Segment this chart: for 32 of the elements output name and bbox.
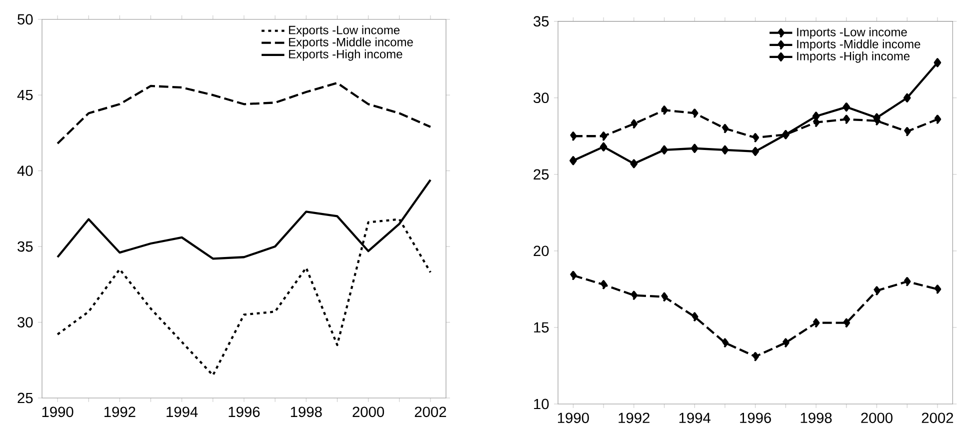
y-tick-label: 45 bbox=[17, 90, 33, 100]
legend-label: Imports -Low income bbox=[797, 28, 907, 39]
y-tick-label: 30 bbox=[534, 92, 549, 104]
x-tick-label: 1990 bbox=[42, 406, 74, 418]
y-tick-label: 10 bbox=[534, 398, 549, 410]
legend-label: Imports -High income bbox=[797, 52, 910, 63]
y-tick-label: 15 bbox=[534, 322, 549, 333]
x-tick-label: 1996 bbox=[740, 412, 771, 424]
y-tick-label: 40 bbox=[17, 166, 33, 176]
legend-label: Exports -Middle income bbox=[289, 38, 413, 49]
x-tick-label: 1992 bbox=[618, 412, 650, 424]
x-tick-label: 2000 bbox=[861, 412, 892, 424]
x-tick-label: 1994 bbox=[679, 412, 710, 424]
x-tick-label: 2000 bbox=[352, 406, 384, 418]
y-tick-label: 25 bbox=[534, 169, 549, 180]
x-tick-label: 1990 bbox=[558, 412, 589, 424]
y-tick-label: 20 bbox=[534, 246, 549, 256]
x-tick-label: 2002 bbox=[922, 412, 954, 424]
y-tick-label: 25 bbox=[18, 392, 33, 404]
x-tick-label: 1998 bbox=[290, 406, 322, 418]
y-tick-label: 30 bbox=[18, 317, 33, 328]
x-tick-label: 1994 bbox=[166, 406, 198, 418]
y-tick-label: 50 bbox=[18, 14, 33, 25]
y-tick-label: 35 bbox=[534, 16, 549, 27]
legend-label: Imports -Middle income bbox=[797, 40, 920, 51]
x-tick-label: 1998 bbox=[800, 412, 832, 424]
x-tick-label: 2002 bbox=[414, 406, 446, 418]
y-tick-label: 35 bbox=[18, 241, 33, 252]
x-tick-label: 1992 bbox=[104, 406, 136, 418]
x-tick-label: 1996 bbox=[228, 406, 260, 418]
legend-label: Exports -High income bbox=[289, 50, 402, 61]
legend-label: Exports -Low income bbox=[289, 25, 400, 37]
